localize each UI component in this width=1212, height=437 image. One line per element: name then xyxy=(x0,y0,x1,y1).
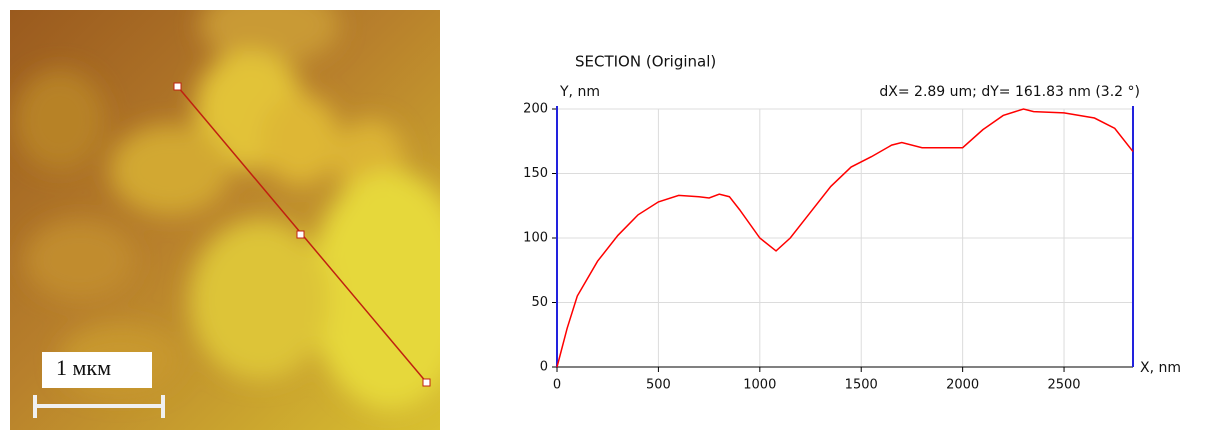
y-tick-label: 50 xyxy=(531,295,548,310)
scale-bar-label: 1 мкм xyxy=(56,355,111,380)
x-tick-label: 2500 xyxy=(1047,378,1080,393)
page: {"afm_image": {"scale_bar_label": "1 мкм… xyxy=(0,0,1212,437)
y-tick-label: 0 xyxy=(540,360,548,375)
x-tick-label: 1500 xyxy=(845,378,878,393)
y-axis-label: Y, nm xyxy=(559,84,600,100)
x-tick-label: 0 xyxy=(553,378,561,393)
figure: 1 мкм SECTION (Original) Y, nm dX= 2.89 … xyxy=(0,0,1212,433)
y-tick-label: 150 xyxy=(523,166,548,181)
x-tick-label: 1000 xyxy=(743,378,776,393)
x-tick-label: 2000 xyxy=(946,378,979,393)
y-tick-label: 100 xyxy=(523,231,548,246)
x-tick-label: 500 xyxy=(646,378,671,393)
y-tick-label: 200 xyxy=(523,102,548,117)
x-axis-label: X, nm xyxy=(1140,360,1181,376)
annotation: dX= 2.89 um; dY= 161.83 nm (3.2 °) xyxy=(879,84,1140,100)
chart-title: SECTION (Original) xyxy=(575,53,716,71)
